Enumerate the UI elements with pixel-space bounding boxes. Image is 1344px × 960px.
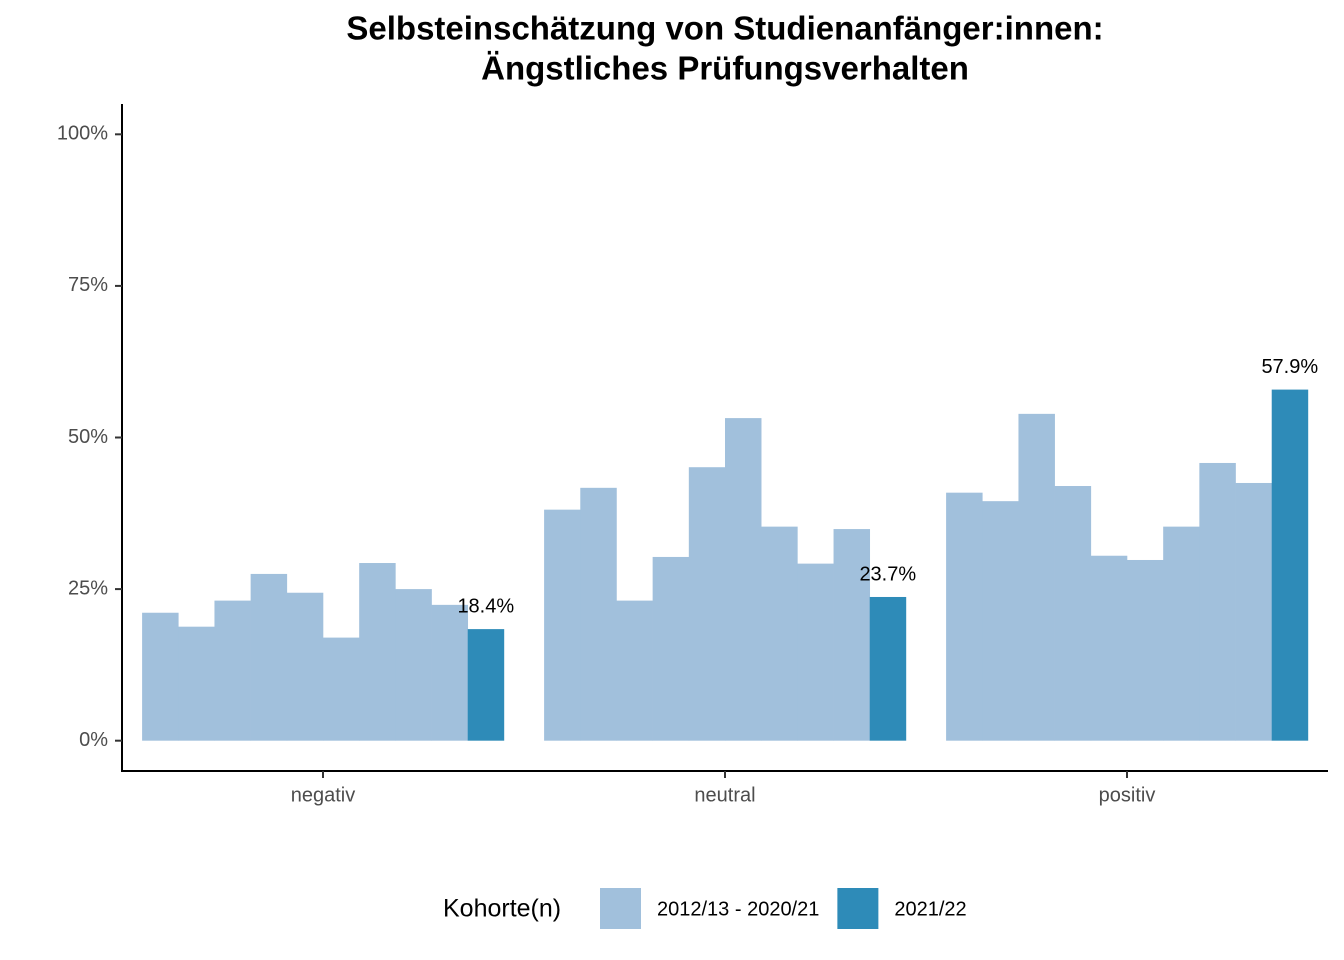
bar (580, 487, 617, 741)
bar (142, 612, 179, 741)
bar (761, 526, 798, 741)
y-tick-label: 100% (57, 123, 108, 145)
bar (652, 556, 690, 741)
bar (323, 637, 360, 741)
bar (797, 563, 834, 741)
bar (1199, 462, 1236, 741)
bar (869, 596, 907, 741)
data-label: 57.9% (1261, 356, 1318, 378)
bar (431, 604, 469, 741)
chart-title: Ängstliches Prüfungsverhalten (481, 50, 969, 87)
x-tick-label: negativ (291, 784, 356, 806)
y-tick-label: 75% (68, 274, 108, 296)
legend-swatch (837, 888, 879, 929)
bar (359, 563, 396, 741)
bar (214, 600, 251, 741)
data-label: 18.4% (457, 595, 514, 617)
data-label: 23.7% (859, 563, 916, 585)
x-tick-label: positiv (1099, 784, 1156, 806)
bar (544, 509, 581, 741)
bar (725, 418, 762, 741)
bar (1271, 389, 1309, 741)
legend-swatch (600, 888, 641, 929)
legend-label: 2012/13 - 2020/21 (657, 898, 819, 920)
bar (833, 529, 871, 741)
bar (250, 573, 288, 741)
bar (688, 467, 726, 741)
bar (1054, 486, 1092, 741)
y-tick-label: 50% (68, 426, 108, 448)
bar (616, 600, 653, 741)
bar (1127, 559, 1164, 741)
bar (395, 589, 432, 741)
legend-title: Kohorte(n) (443, 895, 561, 923)
legend-label: 2021/22 (894, 898, 966, 920)
bar (286, 592, 324, 741)
y-tick-label: 0% (79, 729, 108, 751)
bar (1090, 555, 1128, 741)
bar (467, 629, 505, 741)
bar (178, 626, 215, 741)
chart-title: Selbsteinschätzung von Studienanfänger:i… (346, 10, 1103, 47)
bar (1235, 482, 1273, 741)
bar (1018, 413, 1055, 741)
bar (946, 492, 983, 741)
y-tick-label: 25% (68, 577, 108, 599)
x-tick-label: neutral (694, 784, 755, 806)
bar (1163, 526, 1200, 741)
bar (982, 501, 1019, 741)
